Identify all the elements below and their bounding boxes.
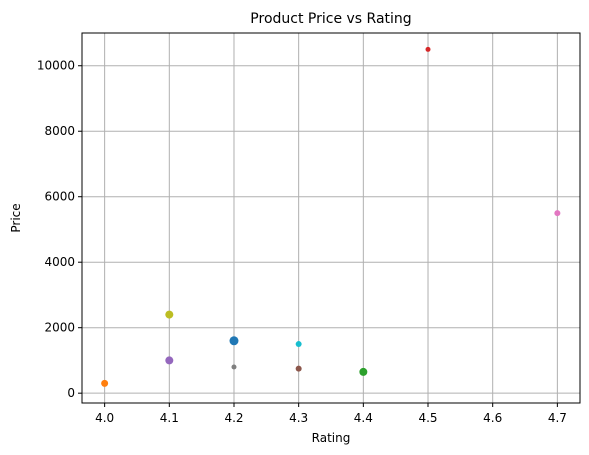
scatter-point [165,356,174,365]
y-tick-label: 8000 [44,124,75,138]
y-tick-label: 10000 [37,59,75,73]
scatter-point [101,379,109,387]
chart-title: Product Price vs Rating [250,11,411,27]
scatter-point [229,336,239,346]
scatter-point [165,310,174,319]
scatter-point [425,46,431,52]
points-layer [101,46,561,387]
x-tick-label: 4.6 [483,411,502,425]
x-tick-label: 4.2 [224,411,243,425]
plot-frame [81,32,581,404]
x-tick-label: 4.3 [289,411,308,425]
x-axis-label: Rating [312,431,351,445]
scatter-point [359,367,368,376]
x-tick-label: 4.5 [418,411,437,425]
x-tick-label: 4.1 [160,411,179,425]
x-tick-label: 4.0 [95,411,114,425]
y-tick-label: 0 [67,386,75,400]
grid-layer [82,33,580,403]
scatter-point [295,341,302,348]
scatter-point [295,365,302,372]
scatter-point [554,210,561,217]
tick-layer: 4.0 4.1 4.2 4.3 4.4 4.5 4.6 4.7 0 2000 4000 6000 800… [37,59,567,425]
y-tick-label: 6000 [44,190,75,204]
y-axis-label: Price [9,203,23,232]
scatter-point [231,364,237,370]
x-tick-label: 4.4 [354,411,373,425]
x-tick-label: 4.7 [548,411,567,425]
y-tick-label: 2000 [44,321,75,335]
y-tick-label: 4000 [44,255,75,269]
